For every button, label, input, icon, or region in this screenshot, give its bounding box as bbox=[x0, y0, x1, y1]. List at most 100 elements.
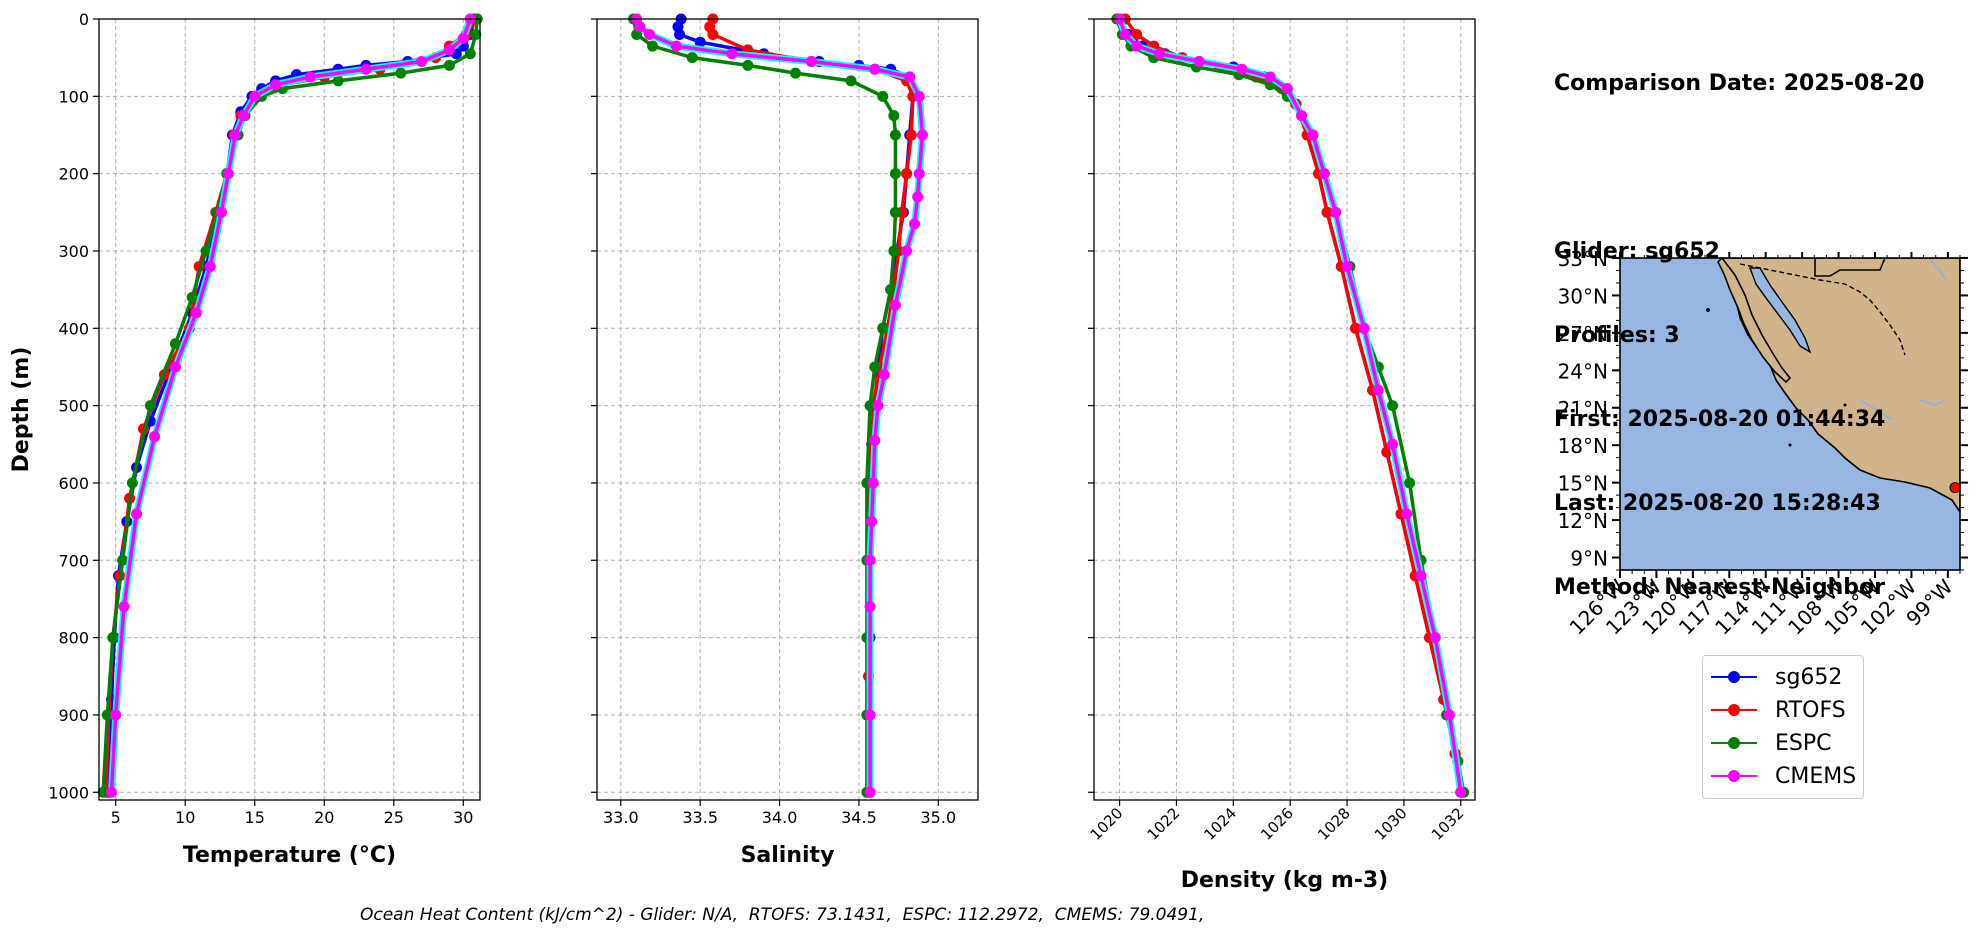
info-spacer bbox=[1554, 154, 1924, 182]
data-point-cmems bbox=[872, 400, 884, 412]
data-point-cmems bbox=[1415, 570, 1427, 582]
data-point-espc bbox=[647, 40, 659, 52]
data-point-espc bbox=[742, 59, 754, 71]
legend-marker bbox=[1728, 704, 1740, 716]
data-point-cmems bbox=[1372, 384, 1384, 396]
data-point-cmems bbox=[634, 21, 646, 33]
data-point-espc bbox=[1387, 400, 1399, 412]
y-tick-label: 600 bbox=[58, 474, 89, 493]
y-tick-label: 1000 bbox=[48, 783, 89, 802]
gulf-of-california bbox=[1748, 267, 1812, 354]
x-axis-label: Density (kg m-3) bbox=[1181, 868, 1389, 893]
data-point-rtofs bbox=[1350, 322, 1362, 334]
salinity-panel: 33.0 33.5 34.0 34.5 35.0 Salinity bbox=[591, 13, 979, 868]
legend-marker bbox=[1728, 671, 1740, 683]
data-point-cmems bbox=[360, 63, 372, 75]
legend-label: RTOFS bbox=[1775, 698, 1846, 723]
river bbox=[1859, 258, 1947, 421]
data-point-espc bbox=[144, 400, 156, 412]
lat-tick-label: 27°N bbox=[1558, 322, 1608, 346]
x-tick-label: 34.5 bbox=[841, 808, 877, 827]
data-point-espc bbox=[126, 477, 138, 489]
legend-label: sg652 bbox=[1775, 665, 1843, 690]
data-point-cmems bbox=[1330, 206, 1342, 218]
lat-tick-label: 24°N bbox=[1558, 359, 1608, 383]
temperature-panel: 5 10 15 20 25 3001002003004005006007008009001… bbox=[9, 10, 483, 868]
data-point-cmems bbox=[864, 786, 876, 798]
y-tick-label: 200 bbox=[58, 165, 89, 184]
glider-position-marker bbox=[1949, 482, 1961, 494]
data-point-espc bbox=[169, 338, 181, 350]
data-point-cmems bbox=[1153, 48, 1165, 60]
data-point-cmems bbox=[1264, 71, 1276, 83]
x-tick-label: 1026 bbox=[1257, 804, 1297, 844]
data-point-rtofs bbox=[1131, 28, 1143, 40]
x-tick-label: 30 bbox=[453, 808, 473, 827]
data-point-cmems bbox=[901, 245, 913, 257]
legend-item-rtofs: RTOFS bbox=[1703, 695, 1863, 725]
x-tick-label: 5 bbox=[111, 808, 121, 827]
x-axis-label: Salinity bbox=[741, 843, 835, 868]
legend-label: CMEMS bbox=[1775, 764, 1857, 789]
axes-frame bbox=[596, 18, 979, 801]
data-point-espc bbox=[97, 786, 109, 798]
y-tick-label: 0 bbox=[79, 10, 89, 29]
data-point-cmems bbox=[904, 71, 916, 83]
island-3 bbox=[1843, 403, 1847, 407]
y-tick-label: 400 bbox=[58, 319, 89, 338]
data-point-cmems bbox=[110, 709, 122, 721]
data-point-cmems bbox=[1358, 322, 1370, 334]
data-point-rtofs bbox=[1321, 206, 1333, 218]
y-tick-label: 800 bbox=[58, 629, 89, 648]
data-point-cmems bbox=[1443, 709, 1455, 721]
x-tick-label: 1022 bbox=[1144, 804, 1184, 844]
data-point-cmems bbox=[149, 431, 161, 443]
comparison-date: Comparison Date: 2025-08-20 bbox=[1554, 71, 1925, 96]
last-time: Last: 2025-08-20 15:28:43 bbox=[1554, 491, 1881, 516]
data-point-cmems bbox=[238, 110, 250, 122]
data-point-rtofs bbox=[905, 129, 917, 141]
info-block: Comparison Date: 2025-08-20 Glider: sg65… bbox=[1554, 14, 1924, 630]
data-point-espc bbox=[200, 245, 212, 257]
data-point-cmems bbox=[864, 709, 876, 721]
first-time: First: 2025-08-20 01:44:34 bbox=[1554, 407, 1886, 432]
data-point-espc bbox=[1404, 477, 1416, 489]
data-point-cmems bbox=[204, 260, 216, 272]
lat-tick-label: 33°N bbox=[1558, 247, 1608, 271]
glider-name: Glider: sg652 bbox=[1554, 239, 1720, 264]
data-point-cmems bbox=[726, 48, 738, 60]
data-point-cmems bbox=[913, 168, 925, 180]
x-tick-label: 33.5 bbox=[682, 808, 718, 827]
data-point-cmems bbox=[1318, 168, 1330, 180]
y-tick-label: 300 bbox=[58, 242, 89, 261]
data-point-espc bbox=[889, 129, 901, 141]
data-point-cmems bbox=[215, 206, 227, 218]
x-tick-label: 1032 bbox=[1428, 804, 1468, 844]
data-point-cmems bbox=[304, 71, 316, 83]
data-point-espc bbox=[888, 245, 900, 257]
data-point-cmems bbox=[1341, 260, 1353, 272]
data-point-cmems bbox=[118, 601, 130, 613]
data-point-cmems bbox=[805, 56, 817, 68]
data-point-espc bbox=[889, 168, 901, 180]
data-point-espc bbox=[877, 90, 889, 102]
x-tick-label: 33.0 bbox=[603, 808, 639, 827]
island-2 bbox=[1788, 443, 1792, 447]
x-tick-label: 34.0 bbox=[762, 808, 798, 827]
data-point-cmems bbox=[869, 63, 881, 75]
data-point-espc bbox=[395, 67, 407, 79]
legend-item-sg652: sg652 bbox=[1703, 662, 1863, 692]
legend-item-espc: ESPC bbox=[1703, 728, 1863, 758]
data-point-espc bbox=[443, 59, 455, 71]
x-tick-label: 15 bbox=[245, 808, 265, 827]
legend-label: ESPC bbox=[1775, 731, 1832, 756]
data-point-cmems bbox=[416, 56, 428, 68]
profiles-count: Profiles: 3 bbox=[1554, 323, 1680, 348]
x-tick-label: 1020 bbox=[1087, 804, 1127, 844]
axes-frame bbox=[1093, 18, 1476, 801]
lat-tick-label: 21°N bbox=[1558, 397, 1608, 421]
data-point-espc bbox=[885, 284, 897, 296]
data-point-cmems bbox=[443, 44, 455, 56]
y-axis-label: Depth (m) bbox=[9, 347, 34, 473]
